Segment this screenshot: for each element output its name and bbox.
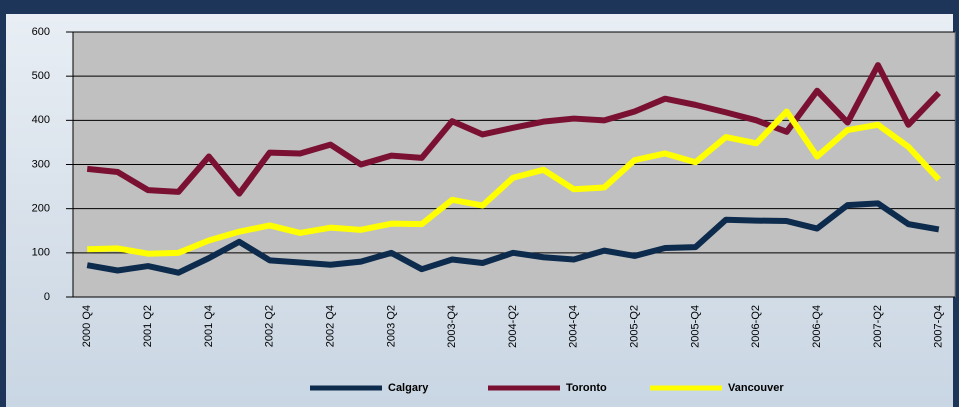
x-tick-label: 2007-Q2	[872, 305, 884, 348]
x-tick-label: 2004-Q2	[507, 305, 519, 348]
y-tick-label: 600	[32, 26, 50, 38]
x-tick-label: 2006-Q4	[811, 305, 823, 348]
y-tick-label: 200	[32, 203, 50, 215]
x-tick-label: 2006-Q2	[750, 305, 762, 348]
x-tick-label: 2004-Q4	[568, 305, 580, 348]
legend-label: Toronto	[566, 382, 607, 394]
x-tick-label: 2007-Q4	[933, 305, 945, 348]
x-tick-label: 2003 Q2	[385, 305, 397, 347]
x-tick-label: 2002 Q2	[264, 305, 276, 347]
x-tick-label: 2000 Q4	[81, 305, 93, 347]
legend-label: Calgary	[388, 382, 429, 394]
y-tick-label: 400	[32, 114, 50, 126]
y-tick-label: 300	[32, 158, 50, 170]
chart: 0 100 200 300 400 500 600 2000 Q4 2001 Q2 2001 Q4…	[0, 0, 959, 407]
y-tick-label: 0	[44, 291, 50, 303]
x-tick-label: 2001 Q2	[142, 305, 154, 347]
x-tick-label: 2005-Q4	[689, 305, 701, 348]
legend-label: Vancouver	[728, 382, 784, 394]
x-tick-label: 2005-Q2	[629, 305, 641, 348]
x-tick-label: 2001 Q4	[203, 305, 215, 347]
y-tick-label: 500	[32, 70, 50, 82]
x-tick-label: 2002 Q4	[324, 305, 336, 347]
x-tick-label: 2003-Q4	[446, 305, 458, 348]
y-tick-label: 100	[32, 247, 50, 259]
